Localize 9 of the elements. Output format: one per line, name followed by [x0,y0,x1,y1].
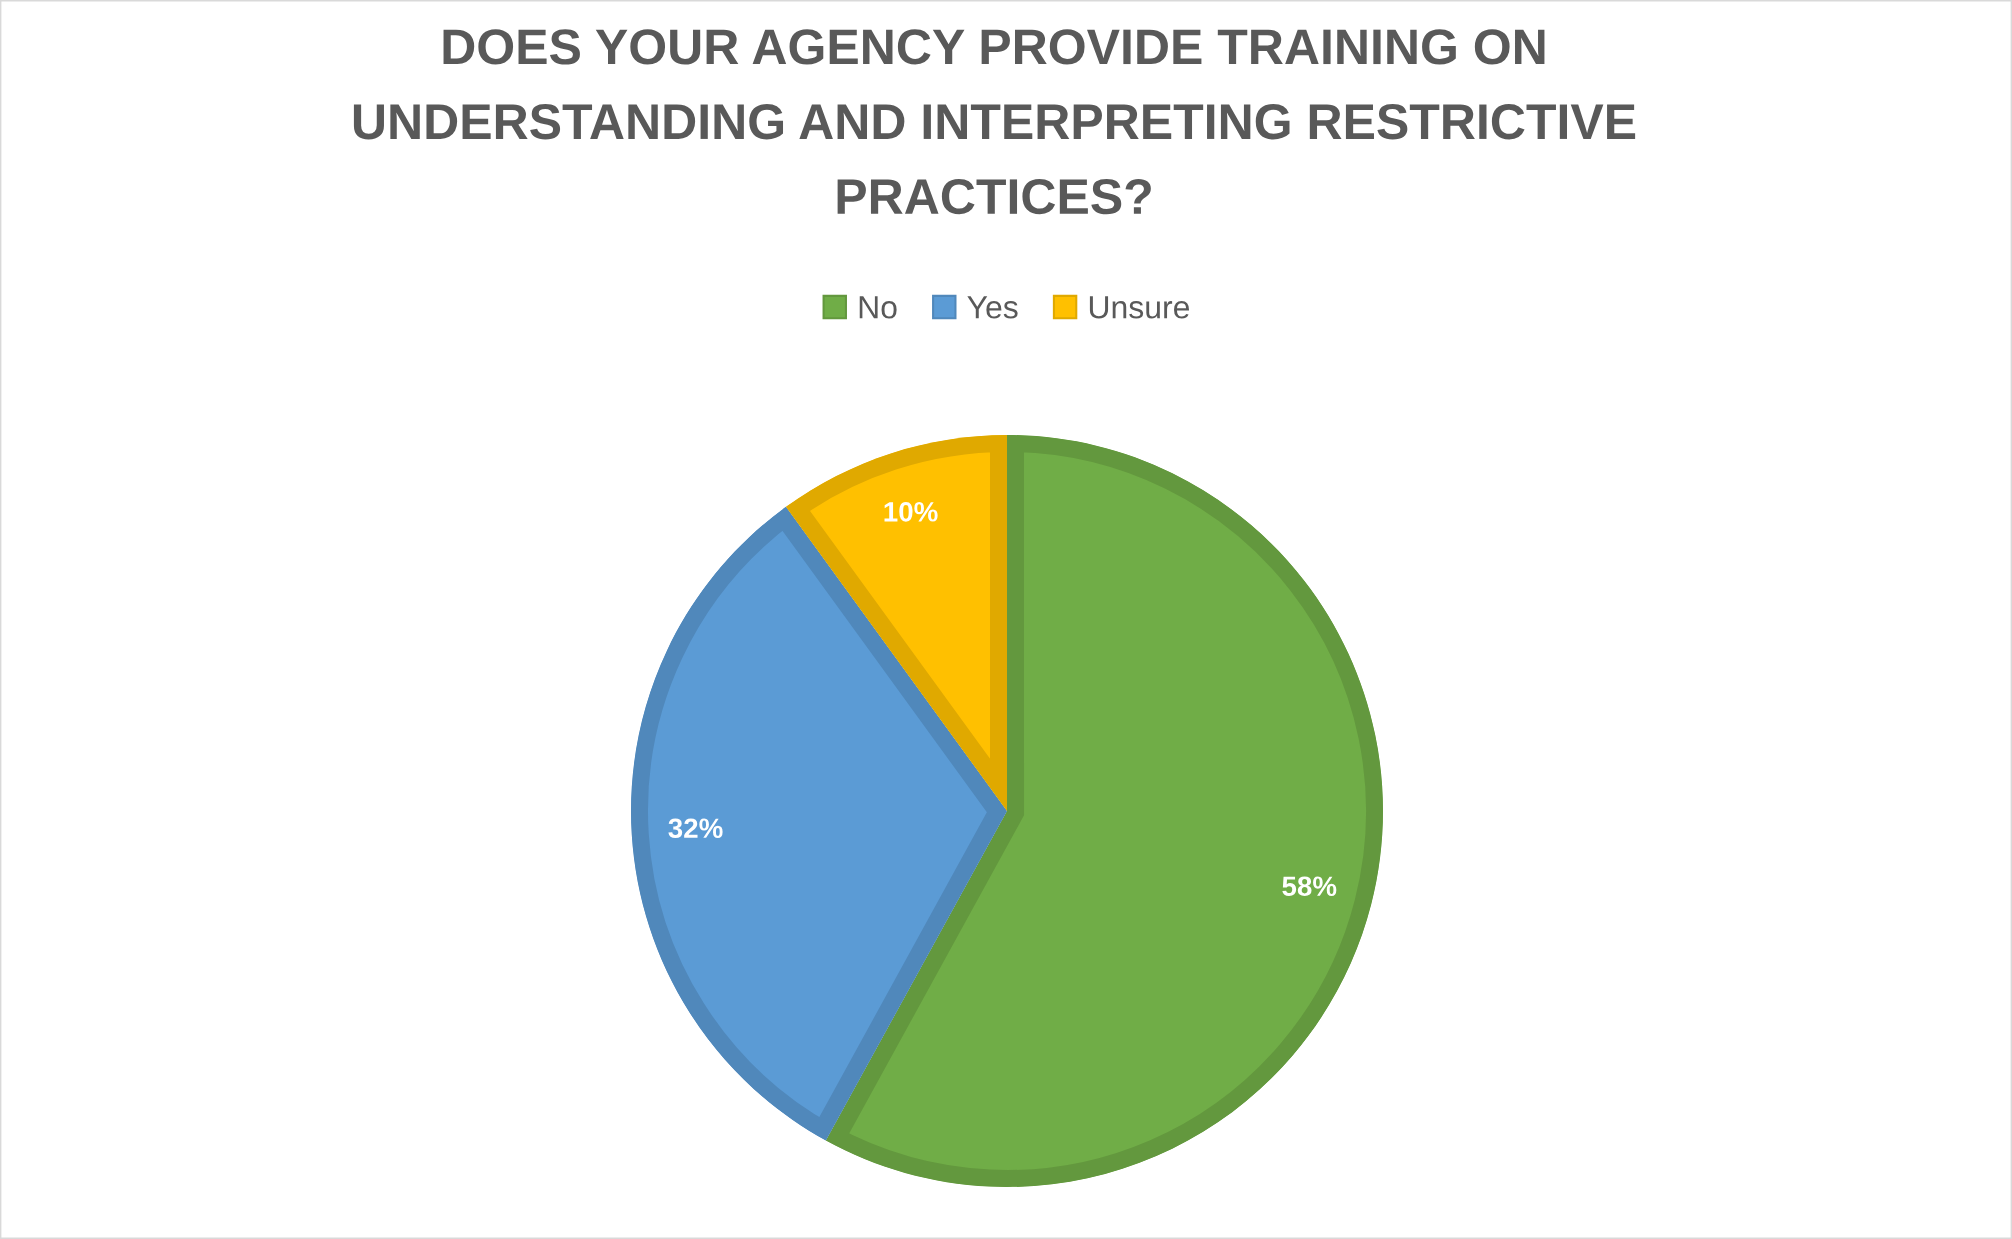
data-label: 10% [884,501,938,522]
pie-slice [825,435,1383,1187]
chart-title: DOES YOUR AGENCY PROVIDE TRAINING ON UNDERSTANDING AND INTERPRETING RESTRICTIVE PRACTICES? [353,29,1636,215]
legend-label: Yes [967,296,1018,319]
pie-slice [785,435,1007,811]
data-label: 32% [668,818,723,839]
data-label: 58% [1282,876,1337,897]
legend-label: Unsure [1089,296,1190,319]
legend-label: No [859,296,897,319]
